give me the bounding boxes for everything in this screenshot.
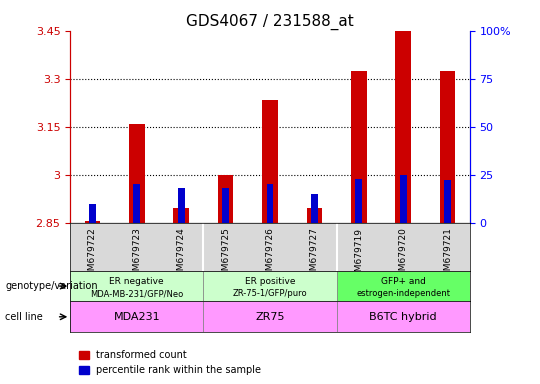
Text: GSM679721: GSM679721 bbox=[443, 227, 452, 282]
Text: GSM679725: GSM679725 bbox=[221, 227, 230, 282]
Bar bbox=[204, 301, 336, 332]
Bar bbox=[400, 175, 407, 223]
Text: ZR75: ZR75 bbox=[255, 312, 285, 322]
Bar bbox=[70, 271, 204, 301]
Bar bbox=[70, 301, 204, 332]
Text: GSM679719: GSM679719 bbox=[354, 227, 363, 283]
Bar bbox=[85, 221, 100, 223]
Text: ER positive: ER positive bbox=[245, 277, 295, 286]
Bar bbox=[204, 271, 336, 301]
Bar bbox=[218, 175, 233, 223]
Bar bbox=[395, 31, 411, 223]
Text: GSM679727: GSM679727 bbox=[310, 227, 319, 282]
Legend: transformed count, percentile rank within the sample: transformed count, percentile rank withi… bbox=[75, 346, 265, 379]
Text: ZR-75-1/GFP/puro: ZR-75-1/GFP/puro bbox=[233, 289, 307, 298]
Bar bbox=[336, 271, 470, 301]
Text: MDA-MB-231/GFP/Neo: MDA-MB-231/GFP/Neo bbox=[90, 289, 184, 298]
Bar bbox=[262, 99, 278, 223]
Bar bbox=[440, 71, 455, 223]
Bar bbox=[307, 209, 322, 223]
Bar bbox=[129, 124, 145, 223]
Bar bbox=[311, 194, 318, 223]
Bar bbox=[355, 179, 362, 223]
Bar bbox=[351, 71, 367, 223]
Text: GDS4067 / 231588_at: GDS4067 / 231588_at bbox=[186, 13, 354, 30]
Bar bbox=[178, 188, 185, 223]
Bar bbox=[173, 209, 189, 223]
Text: GFP+ and: GFP+ and bbox=[381, 277, 426, 286]
Bar bbox=[267, 184, 273, 223]
Bar bbox=[222, 188, 229, 223]
Bar bbox=[89, 204, 96, 223]
Text: GSM679726: GSM679726 bbox=[266, 227, 274, 282]
Text: GSM679720: GSM679720 bbox=[399, 227, 408, 282]
Text: cell line: cell line bbox=[5, 312, 43, 322]
Text: GSM679723: GSM679723 bbox=[132, 227, 141, 282]
Text: GSM679724: GSM679724 bbox=[177, 227, 186, 282]
Bar bbox=[444, 180, 451, 223]
Text: MDA231: MDA231 bbox=[113, 312, 160, 322]
Bar bbox=[336, 301, 470, 332]
Bar bbox=[133, 184, 140, 223]
Text: ER negative: ER negative bbox=[110, 277, 164, 286]
Text: estrogen-independent: estrogen-independent bbox=[356, 289, 450, 298]
Text: genotype/variation: genotype/variation bbox=[5, 281, 98, 291]
Text: GSM679722: GSM679722 bbox=[88, 227, 97, 282]
Text: B6TC hybrid: B6TC hybrid bbox=[369, 312, 437, 322]
